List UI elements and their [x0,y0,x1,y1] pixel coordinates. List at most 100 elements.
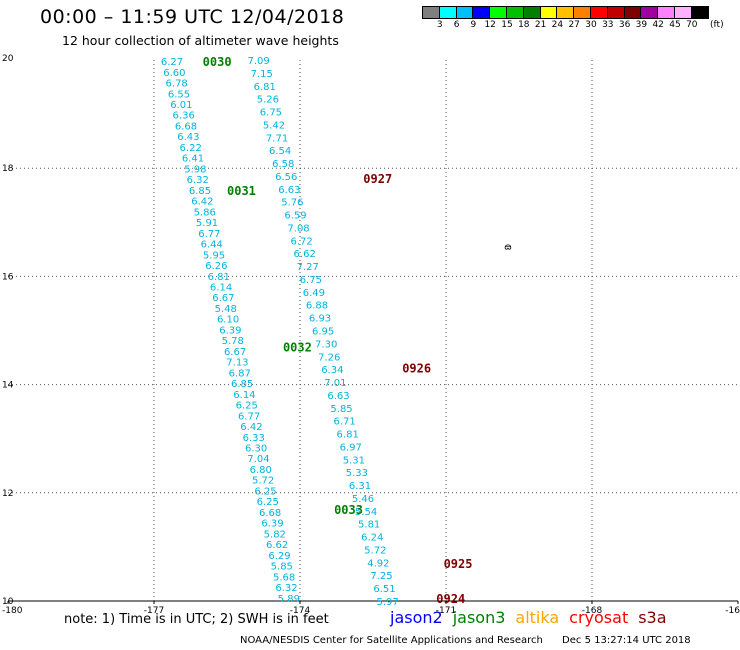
wave-height-value: 6.85 [231,379,253,390]
satellite-legend-item: cryosat [569,608,629,627]
wave-height-value: 6.75 [260,108,282,119]
color-scale-swatches [422,6,709,19]
pass-time-label: 0924 [436,592,465,606]
wave-height-value: 6.78 [166,79,188,90]
footer-credit: NOAA/NESDIS Center for Satellite Applica… [240,635,543,646]
color-scale-label: 21 [534,20,547,30]
color-scale-label: 6 [453,20,460,30]
wave-height-value: 6.42 [191,197,213,208]
wave-height-value: 6.32 [187,175,209,186]
wave-height-value: 5.78 [222,336,244,347]
wave-height-value: 5.46 [352,494,374,505]
wave-height-value: 6.29 [268,551,290,562]
color-scale-label: 15 [501,20,513,30]
wave-height-value: 5.42 [263,120,285,131]
wave-height-value: 6.88 [306,301,328,312]
wave-height-value: 6.49 [303,288,325,299]
wave-height-value: 7.08 [287,223,309,234]
wave-height-value: 5.72 [252,476,274,487]
wave-height-value: 6.72 [290,236,312,247]
wave-height-value: 5.85 [330,404,352,415]
wave-height-value: 6.55 [168,89,190,100]
color-scale-labels: 3 6 9 12 15 18 21 24 27 30 33 36 39 42 45 70 (ft) [422,19,724,33]
wave-height-value: 6.75 [300,275,322,286]
color-scale-label: 45 [669,20,681,30]
wave-height-value: 7.27 [297,262,319,273]
color-scale-label: 39 [635,20,648,30]
wave-height-value: 6.71 [333,417,355,428]
satellite-legend-item: jason3 [452,608,506,627]
x-tick-label: -180 [2,606,23,616]
y-tick-label: 12 [2,489,13,499]
wave-height-value: 5.89 [278,594,300,605]
wave-height-value: 6.42 [240,422,262,433]
wave-height-value: 5.86 [194,207,216,218]
wave-height-value: 5.68 [273,572,295,583]
wave-height-value: 6.68 [259,508,281,519]
wave-height-value: 6.87 [229,368,251,379]
page-title: 00:00 – 11:59 UTC 12/04/2018 [40,6,345,28]
y-tick-label: 10 [2,597,14,607]
x-tick-label: -177 [144,606,164,616]
wave-height-value: 6.77 [238,411,260,422]
wave-height-value: 7.26 [318,352,340,363]
wave-height-value: 5.72 [364,545,386,556]
y-tick-label: 20 [2,54,14,64]
color-scale-label: 33 [602,20,614,30]
footer-timestamp: Dec 5 13:27:14 UTC 2018 [562,635,691,646]
wave-height-value: 6.62 [266,540,288,551]
wave-height-value: 6.80 [250,465,272,476]
wave-height-value: 6.81 [254,82,276,93]
wave-height-value: 6.63 [327,391,349,402]
wave-height-value: 4.92 [367,558,389,569]
wave-height-value: 6.22 [180,143,202,154]
x-tick-label: -174 [290,606,311,616]
wave-height-value: 6.43 [177,132,199,143]
wave-height-value: 6.32 [275,583,297,594]
wave-height-value: 6.56 [275,172,297,183]
color-scale-label: 9 [470,20,477,30]
wave-height-value: 6.44 [201,240,223,251]
wave-height-value: 7.04 [247,454,269,465]
wave-height-value: 6.81 [337,430,359,441]
x-tick-label: -168 [582,606,603,616]
wave-height-value: 7.01 [324,378,346,389]
wave-height-value: 6.93 [309,314,331,325]
wave-height-value: 6.30 [245,443,267,454]
color-scale-label: 24 [551,20,564,30]
wave-height-value: 5.98 [184,164,206,175]
pass-time-label: 0926 [402,361,431,375]
pass-time-label: 0033 [334,503,363,517]
color-scale-label: 3 [436,20,443,30]
wave-height-value: 6.85 [189,186,211,197]
wave-height-value: 6.54 [269,146,291,157]
wave-height-value: 6.41 [182,154,204,165]
wave-height-value: 6.68 [175,121,197,132]
satellite-legend-item: jason2 [390,608,443,627]
satellite-legend-item: s3a [638,608,667,627]
wave-height-value: 6.39 [261,519,283,530]
y-tick-label: 14 [2,381,14,391]
wave-height-value: 5.82 [264,529,286,540]
wave-height-value: 6.24 [361,533,383,544]
wave-height-value: 6.31 [349,481,371,492]
wave-height-value: 6.14 [233,390,255,401]
pass-time-label: 0030 [203,55,232,69]
wave-height-value: 6.25 [257,497,279,508]
wave-height-value: 7.15 [251,69,273,80]
wave-height-value: 6.51 [373,584,395,595]
satellite-legend: jason2 jason3 altika cryosat s3a [390,608,677,627]
pass-time-label: 0927 [363,172,392,186]
pass-time-label: 0925 [444,557,473,571]
wave-height-value: 6.33 [243,433,265,444]
wave-height-value: 5.95 [203,250,225,261]
wave-height-value: 5.26 [257,95,279,106]
wave-height-value: 5.81 [358,520,380,531]
wave-height-value: 6.58 [272,159,294,170]
wave-height-value: 6.26 [205,261,227,272]
wave-height-value: 6.36 [173,111,195,122]
color-scale-bar: 3 6 9 12 15 18 21 24 27 30 33 36 39 42 45 70 (ft) [422,6,724,33]
wave-height-value: 6.60 [163,68,185,79]
wave-height-value: 5.76 [281,198,303,209]
x-tick-label: -16 [725,606,740,616]
